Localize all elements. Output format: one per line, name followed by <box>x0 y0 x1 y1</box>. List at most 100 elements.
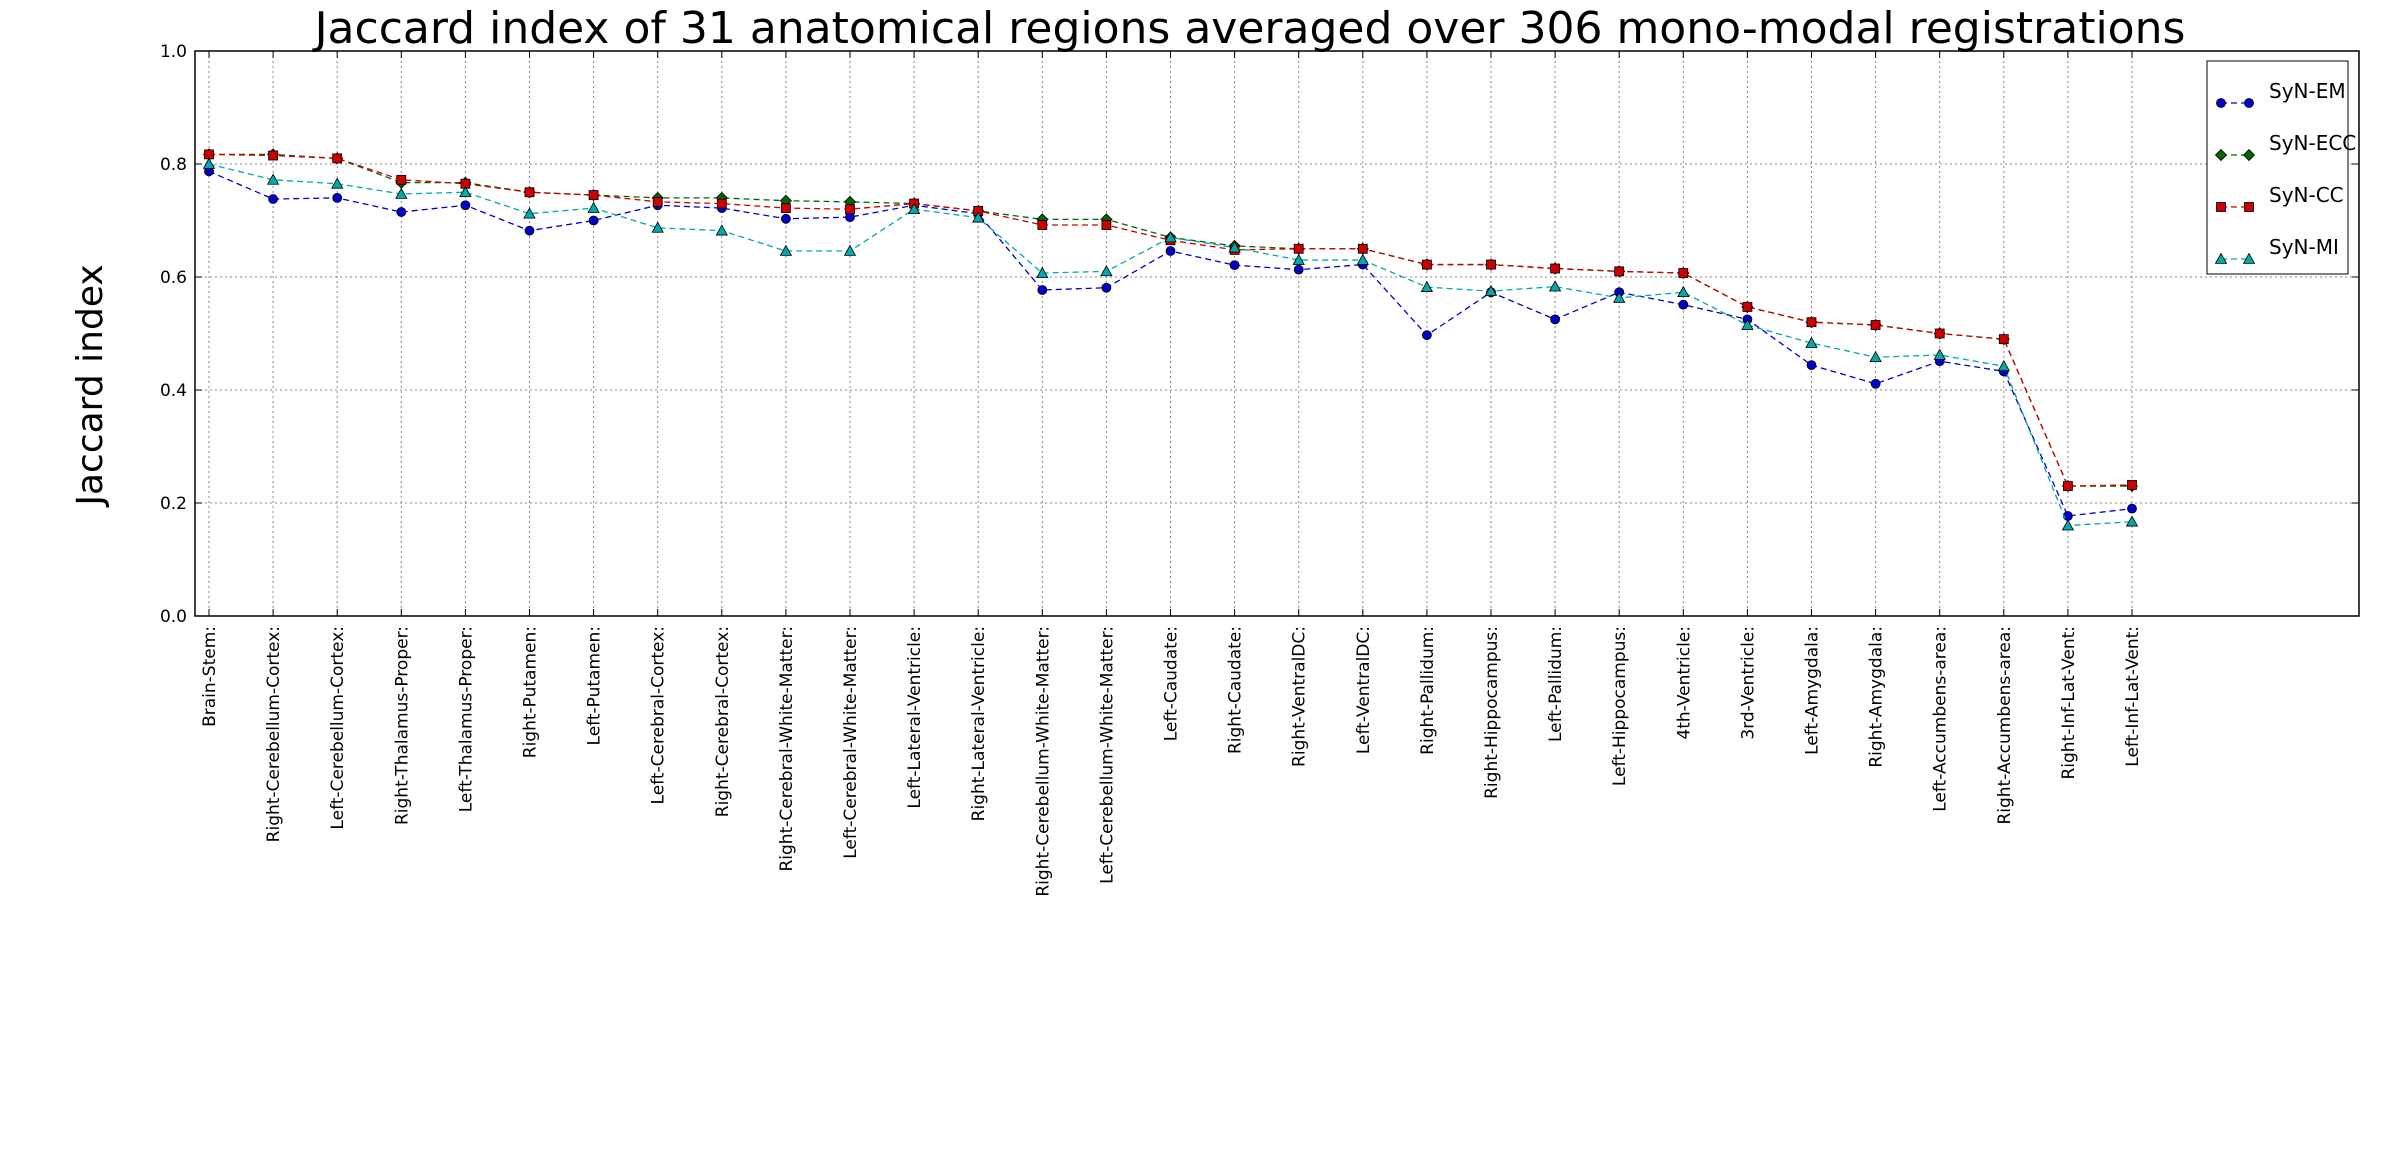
data-point-syn-em <box>1678 299 1689 310</box>
x-tick-label: Right-Lateral-Ventricle: <box>969 626 989 821</box>
x-tick-label: Left-Cerebral-White-Matter: <box>841 626 861 859</box>
data-point-syn-em <box>1165 246 1176 256</box>
data-point-syn-mi <box>1292 253 1305 265</box>
x-tick-label: Left-VentralDC: <box>1354 626 1374 754</box>
x-tick-label: Left-Cerebellum-White-Matter: <box>1097 626 1117 884</box>
legend-marker-syn-em <box>2244 98 2254 108</box>
data-point-syn-cc <box>1934 328 1945 339</box>
legend-marker-syn-em <box>2216 98 2226 108</box>
x-tick-label: 4th-Ventricle: <box>1674 626 1694 740</box>
data-point-syn-cc <box>652 196 663 207</box>
legend-label-syn-em: SyN-EM <box>2269 79 2346 103</box>
data-point-syn-mi <box>1036 266 1049 278</box>
data-point-syn-mi <box>395 187 408 199</box>
y-axis: 0.0 0.2 0.4 0.6 0.8 1.0 <box>160 42 2359 627</box>
x-tick-label: Left-Cerebral-Cortex: <box>649 626 669 804</box>
data-point-syn-cc <box>268 150 279 161</box>
data-point-syn-mi <box>1869 350 1882 363</box>
data-point-syn-cc <box>1550 263 1560 274</box>
data-point-syn-mi <box>2061 519 2075 531</box>
data-point-syn-mi <box>972 211 985 223</box>
x-tick-label: 3rd-Ventricle: <box>1738 626 1758 740</box>
legend-marker-syn-cc <box>2244 202 2254 212</box>
data-point-syn-cc <box>1614 266 1625 277</box>
data-point-syn-cc <box>716 198 727 209</box>
data-point-syn-em <box>460 200 471 211</box>
x-tick-label: Right-Cerebral-Cortex: <box>713 626 733 817</box>
data-point-syn-em <box>2127 503 2137 514</box>
y-tick-label: 0.0 <box>160 607 187 627</box>
x-tick-label: Left-Caudate: <box>1162 626 1182 741</box>
legend-label-syn-cc: SyN-CC <box>2269 183 2344 207</box>
x-tick-label: Brain-Stem: <box>200 626 220 727</box>
data-point-syn-em <box>1101 282 1112 293</box>
data-point-syn-cc <box>204 149 214 160</box>
legend-marker-syn-mi <box>2214 252 2228 264</box>
data-point-syn-cc <box>2127 480 2137 490</box>
data-point-syn-cc <box>1357 243 1368 254</box>
data-point-syn-mi <box>843 244 857 256</box>
x-tick-label: Right-Pallidum: <box>1418 626 1438 755</box>
data-point-syn-em <box>1422 330 1432 341</box>
x-tick-label: Right-Putamen: <box>521 626 541 758</box>
data-point-syn-mi <box>779 244 793 256</box>
legend-label-syn-ecc: SyN-ECC <box>2269 131 2356 155</box>
x-tick-label: Right-Caudate: <box>1226 626 1246 754</box>
y-tick-label: 0.6 <box>160 268 187 288</box>
data-point-syn-em <box>781 213 791 224</box>
x-tick-label: Left-Pallidum: <box>1546 626 1566 742</box>
data-point-syn-em <box>1229 260 1240 271</box>
x-tick-label: Left-Thalamus-Proper: <box>456 626 476 812</box>
data-point-syn-em <box>1806 360 1817 371</box>
data-point-syn-cc <box>1293 243 1304 254</box>
data-point-syn-mi <box>1677 285 1690 298</box>
data-point-syn-mi <box>1228 241 1241 253</box>
x-tick-label: Left-Cerebellum-Cortex: <box>328 626 348 830</box>
x-tick-label: Right-Inf-Lat-Vent: <box>2059 626 2079 780</box>
x-axis: Brain-Stem: Right-Cerebellum-Cortex: Left-… <box>200 51 2143 897</box>
data-point-syn-cc <box>1870 320 1881 330</box>
data-point-syn-mi <box>459 185 472 198</box>
x-tick-label: Right-Hippocampus: <box>1482 626 1502 799</box>
data-point-syn-mi <box>1164 231 1177 243</box>
y-tick-label: 1.0 <box>160 42 187 62</box>
x-tick-label: Right-Cerebral-White-Matter: <box>777 626 797 872</box>
data-point-syn-mi <box>1100 265 1113 277</box>
x-tick-label: Left-Inf-Lat-Vent: <box>2123 626 2143 767</box>
x-tick-label: Left-Hippocampus: <box>1610 626 1630 786</box>
data-point-syn-em <box>588 215 599 226</box>
data-point-syn-mi <box>1933 348 1946 360</box>
series-layer <box>202 148 2139 531</box>
data-point-syn-mi <box>907 202 921 215</box>
data-point-syn-cc <box>1998 334 2009 345</box>
data-point-syn-mi <box>1997 359 2010 372</box>
data-point-syn-em <box>396 207 407 217</box>
chart-title: Jaccard index of 31 anatomical regions a… <box>312 3 2186 54</box>
data-point-syn-mi <box>1805 336 1818 348</box>
data-point-syn-mi <box>331 177 344 189</box>
data-point-syn-cc <box>1806 317 1817 328</box>
data-point-syn-em <box>1293 264 1304 275</box>
series-syn-mi <box>202 157 2139 531</box>
x-tick-label: Left-Putamen: <box>585 626 605 745</box>
data-point-syn-mi <box>1548 280 1562 292</box>
data-point-syn-mi <box>1613 291 1626 303</box>
data-point-syn-cc <box>1101 220 1112 230</box>
data-point-syn-mi <box>2125 515 2139 527</box>
legend: SyN-EM SyN-ECC SyN-CC SyN-MI <box>2206 60 2356 275</box>
legend-marker-syn-mi <box>2242 252 2256 264</box>
legend-box <box>2206 60 2349 275</box>
legend-marker-syn-cc <box>2216 202 2226 212</box>
x-tick-label: Left-Accumbens-area: <box>1931 626 1951 812</box>
legend-marker-syn-ecc <box>2242 148 2256 162</box>
data-point-syn-mi <box>1420 280 1434 292</box>
data-point-syn-cc <box>396 174 407 185</box>
series-syn-cc <box>204 149 2137 491</box>
data-point-syn-em <box>1870 378 1881 389</box>
series-line-syn-em <box>208 170 2133 517</box>
data-point-syn-em <box>2062 511 2073 521</box>
x-tick-label: Right-VentralDC: <box>1290 626 1310 767</box>
data-point-syn-cc <box>332 153 343 164</box>
x-tick-label: Right-Amygdala: <box>1867 626 1887 768</box>
x-tick-label: Right-Accumbens-area: <box>1995 626 2015 825</box>
